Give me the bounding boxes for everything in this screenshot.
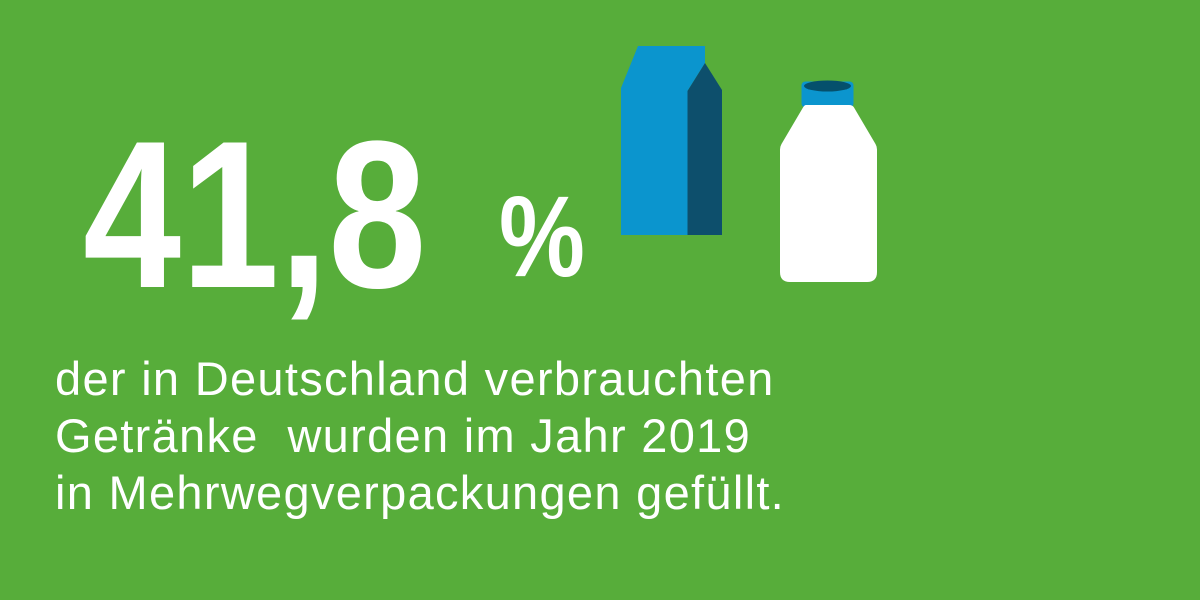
bottle-body <box>780 105 877 282</box>
milk-bottle-icon <box>780 80 877 282</box>
carton-side-face <box>687 63 722 235</box>
caption-text: der in Deutschland verbrauchten Getränke… <box>55 352 786 519</box>
carton-front-face <box>621 46 705 235</box>
stat-unit-percent: % <box>499 173 585 301</box>
stat-value: 41,8 <box>83 97 427 332</box>
beverage-carton-icon <box>621 46 722 235</box>
bottle-cap-top <box>804 80 851 92</box>
